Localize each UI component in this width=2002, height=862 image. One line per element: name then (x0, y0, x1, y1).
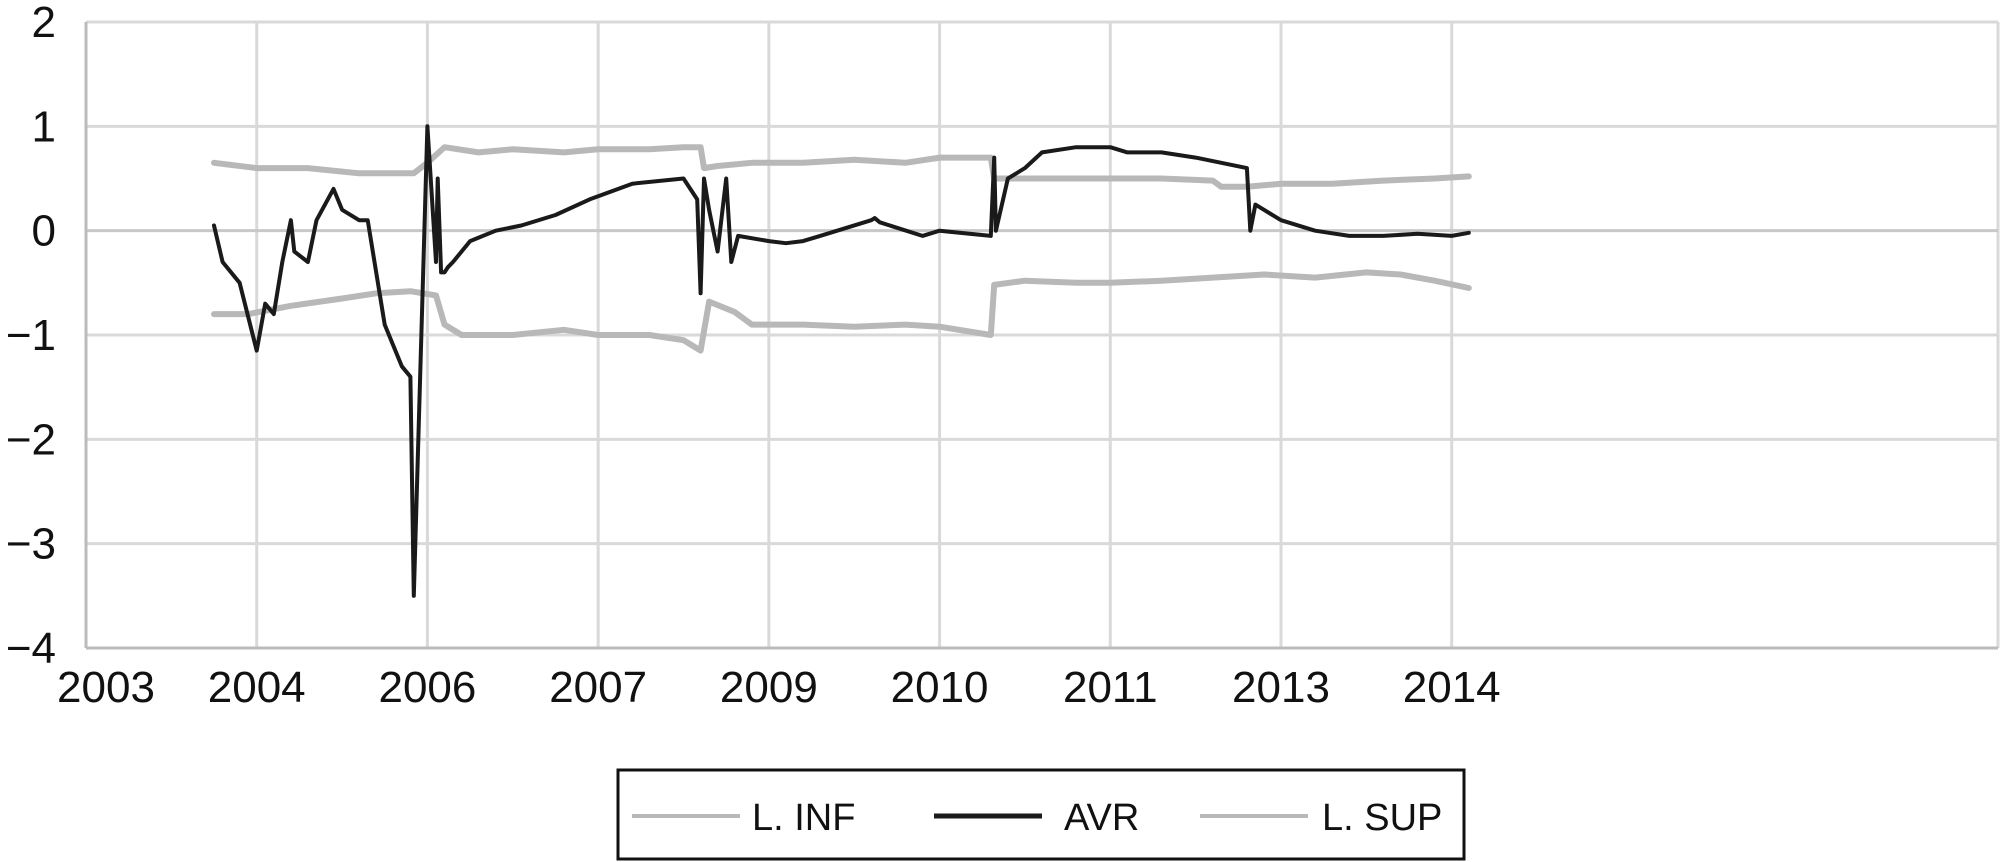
chart-grid (86, 20, 2000, 650)
x-tick-label: 2004 (208, 663, 306, 712)
legend-label: L. SUP (1322, 797, 1442, 839)
y-tick-label: 0 (32, 207, 56, 256)
x-tick-label: 2007 (549, 663, 647, 712)
series-line-avr (212, 124, 1471, 598)
x-tick-label: 2010 (891, 663, 989, 712)
y-tick-label: 2 (32, 0, 56, 47)
x-tick-label: 2009 (720, 663, 818, 712)
legend: L. INF AVR L. SUP (616, 768, 1466, 861)
x-tick-label: 2014 (1403, 663, 1501, 712)
x-tick-label: 2006 (378, 663, 476, 712)
x-tick-label: 2011 (1063, 663, 1158, 712)
y-tick-label: 1 (32, 102, 56, 151)
y-tick-label: −3 (6, 520, 56, 569)
chart-series (211, 124, 1472, 598)
y-tick-label: −1 (6, 311, 56, 360)
legend-label: AVR (1064, 797, 1139, 839)
chart-axes (84, 22, 1998, 650)
x-tick-label: 2003 (57, 663, 155, 712)
y-tick-label: −2 (6, 415, 56, 464)
x-tick-label: 2013 (1232, 663, 1330, 712)
y-tick-label: −4 (6, 624, 56, 673)
series-line-l-inf (211, 269, 1472, 354)
legend-label: L. INF (752, 797, 855, 839)
